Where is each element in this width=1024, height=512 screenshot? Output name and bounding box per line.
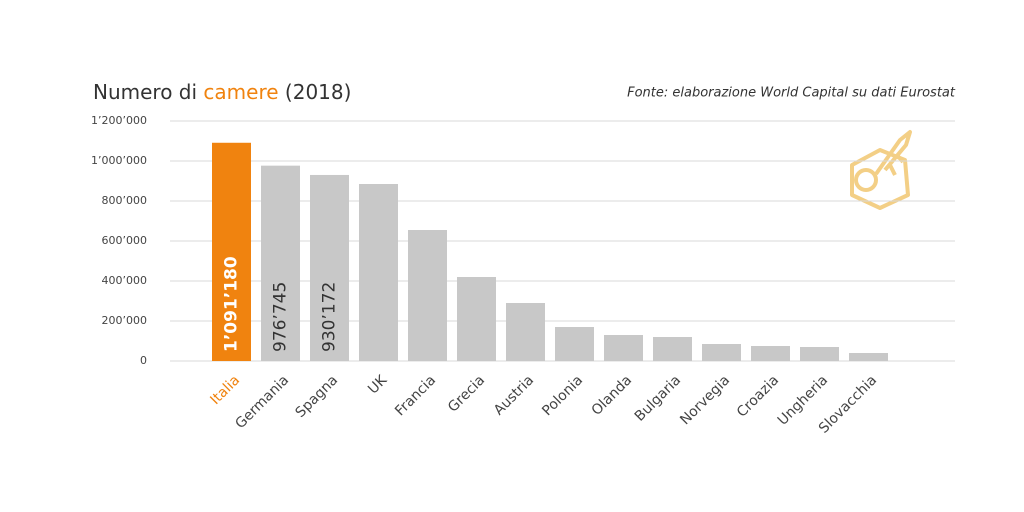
y-tick-label: 0 [140,354,147,367]
chart-title: Numero di camere (2018) [93,80,351,104]
value-label: 976’745 [271,282,291,352]
x-tick-label: Italia [207,372,243,408]
x-tick-label: Spagna [293,372,342,421]
bar [310,174,349,361]
x-tick-label: Austria [491,372,537,418]
logo [850,130,912,210]
bar [849,353,888,361]
y-tick-label: 1’000’000 [91,154,147,167]
y-tick-label: 200’000 [102,314,148,327]
y-tick-label: 600’000 [102,234,148,247]
title-highlight: camere [203,80,278,104]
y-tick-label: 400’000 [102,274,148,287]
bar [261,165,300,361]
bar [212,142,251,361]
x-tick-label: Olanda [589,372,636,419]
x-tick-label: Croazia [734,372,782,420]
title-prefix: Numero di [93,80,197,104]
x-tick-label: Germania [232,372,292,432]
x-tick-label: Norvegia [677,372,733,428]
bar [457,277,496,361]
source: Fonte: elaborazione World Capital su dat… [627,86,956,101]
bar [359,184,398,361]
y-tick-label: 800’000 [102,194,148,207]
y-tick-label: 1’200’000 [91,114,147,127]
title-suffix: (2018) [285,80,352,104]
value-label: 1’091’180 [222,256,242,352]
value-label: 930’172 [320,282,340,352]
x-tick-label: Polonia [539,372,586,419]
bar [702,344,741,361]
bar [800,347,839,361]
bar [555,327,594,361]
bar [506,303,545,361]
bar [653,337,692,361]
x-tick-label: Grecia [445,372,488,415]
x-tick-label: Francia [392,372,439,419]
bar [408,230,447,361]
bar [751,346,790,361]
bar [604,335,643,361]
x-tick-label: UK [365,372,391,398]
